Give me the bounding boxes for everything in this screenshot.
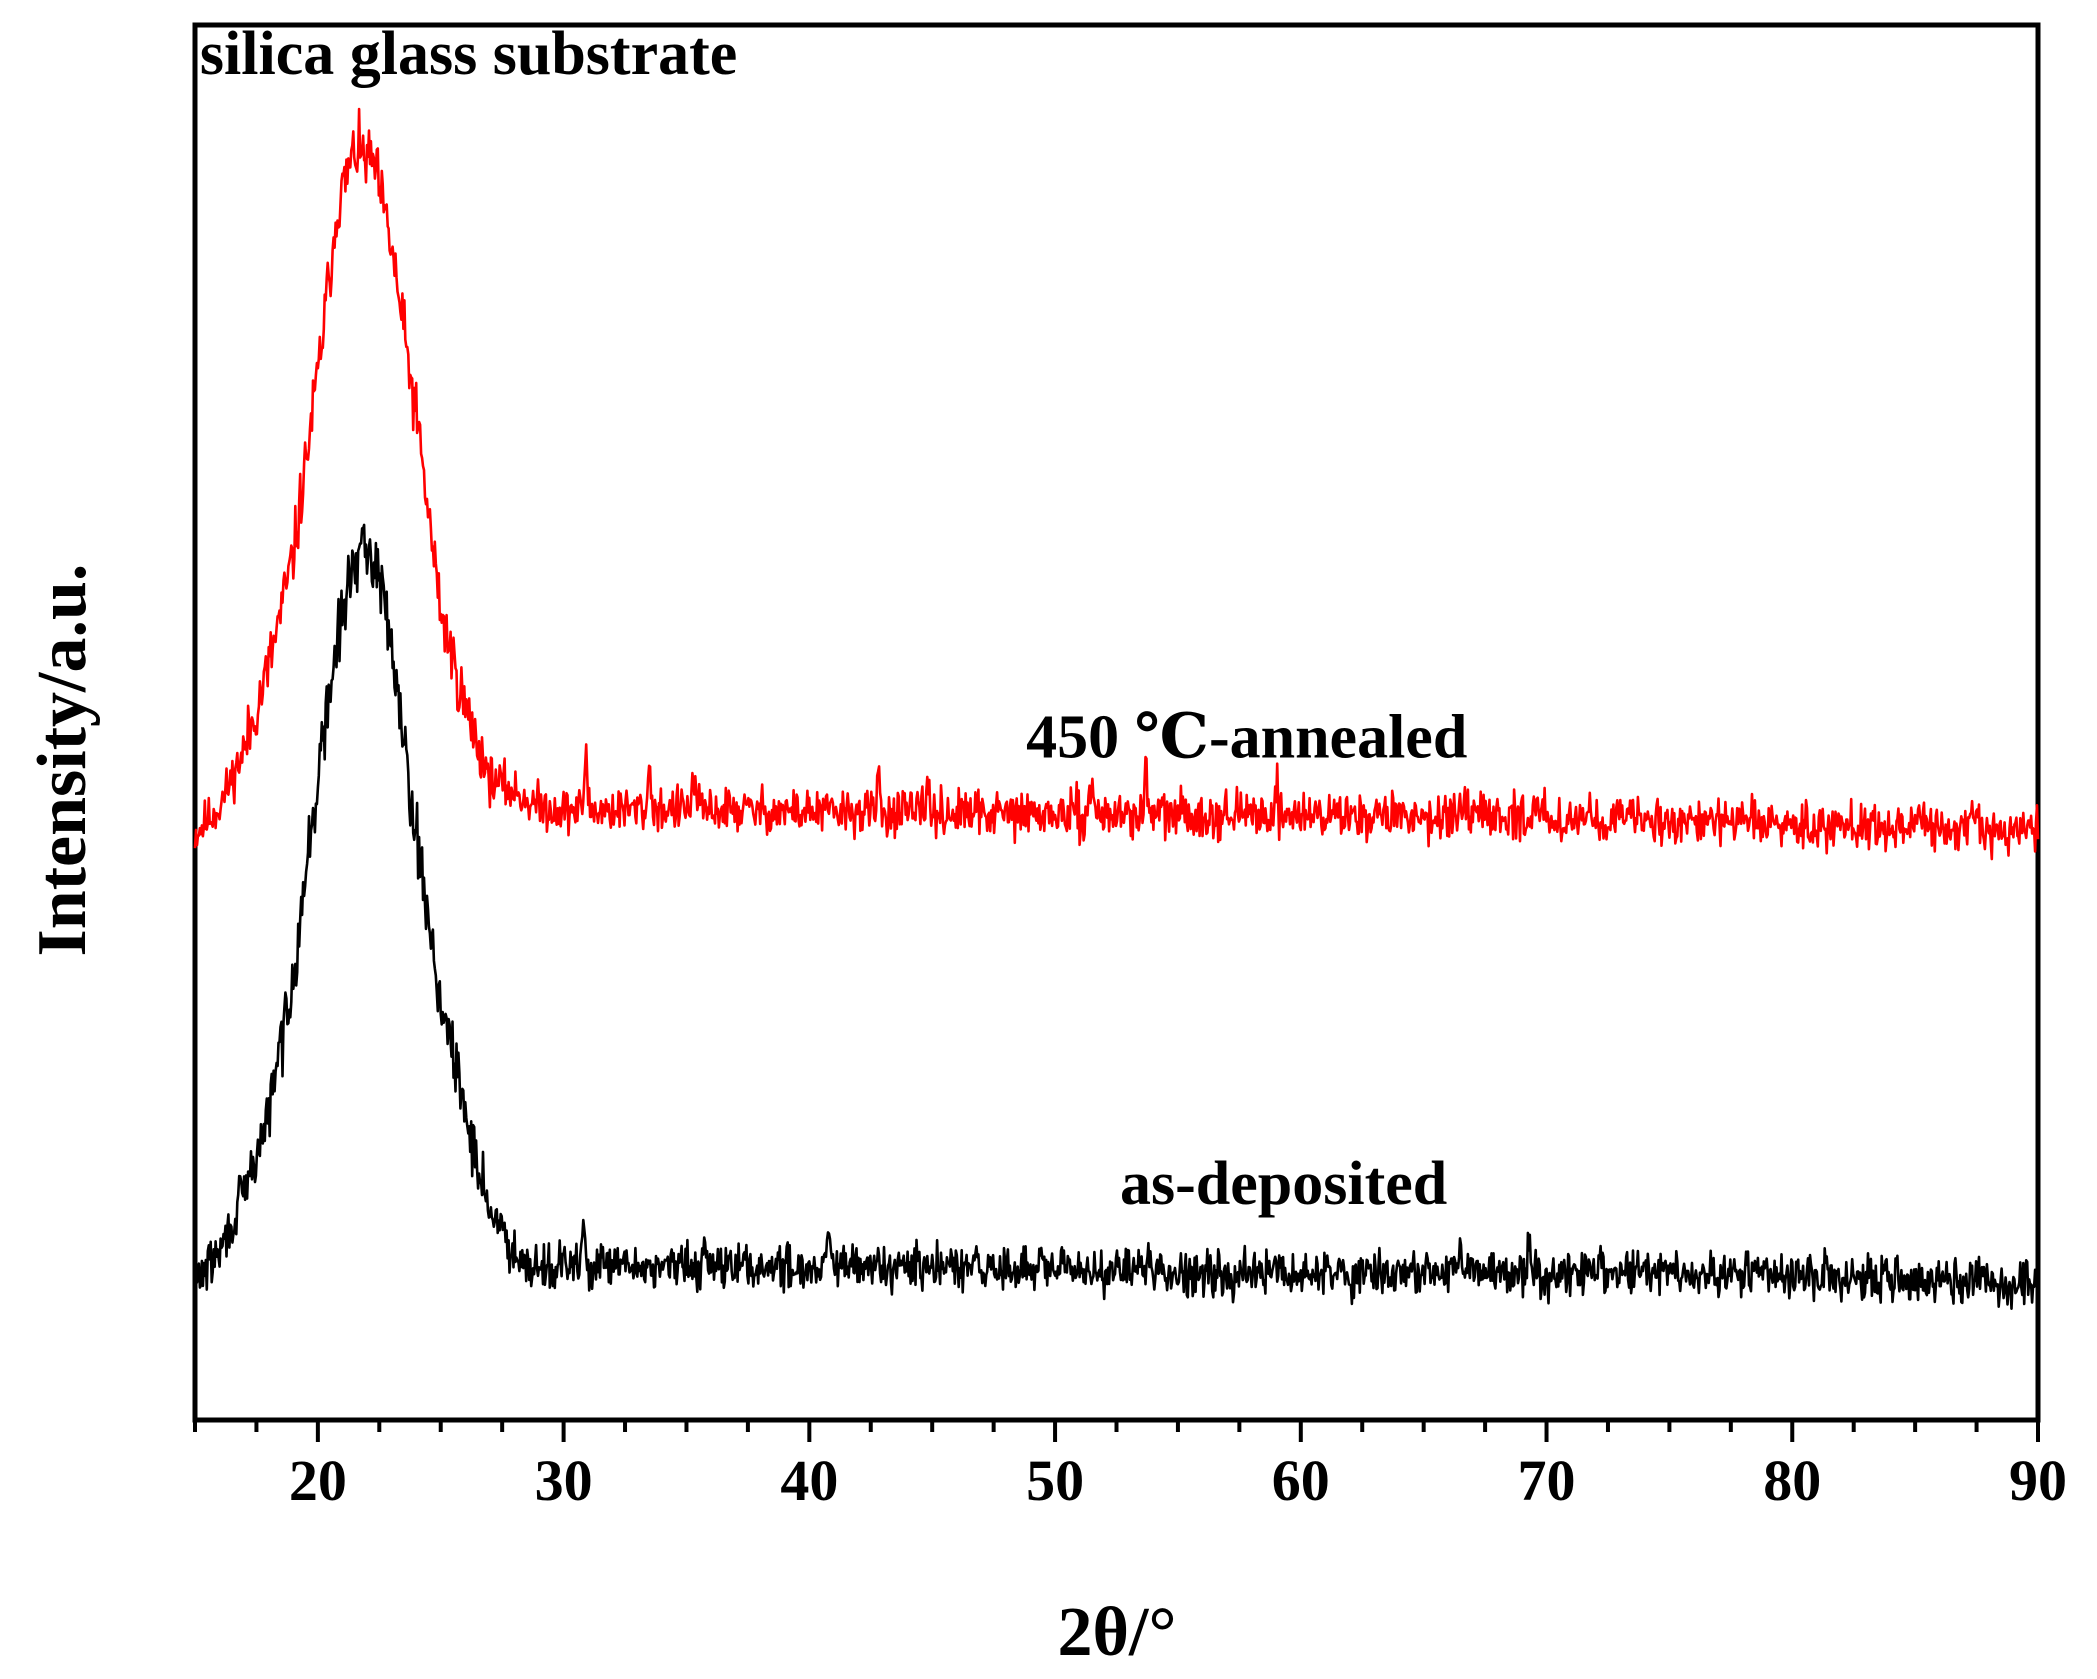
x-tick-label: 90 xyxy=(2009,1448,2067,1513)
annotation-label: 450 ℃-annealed xyxy=(1026,703,1467,771)
x-axis-tick-labels: 20 30 40 50 60 70 80 90 xyxy=(289,1448,2067,1513)
x-tick-label: 50 xyxy=(1026,1448,1084,1513)
x-tick-label: 80 xyxy=(1763,1448,1821,1513)
x-tick-label: 20 xyxy=(289,1448,347,1513)
x-tick-label: 70 xyxy=(1518,1448,1576,1513)
series-line-annealed xyxy=(193,107,2040,861)
annotation-label: silica glass substrate xyxy=(200,20,737,88)
series-layer xyxy=(193,107,2040,1310)
x-tick-label: 60 xyxy=(1272,1448,1330,1513)
annotations: silica glass substrate 450 ℃-annealed as-d… xyxy=(200,20,1467,1218)
x-tick-label: 30 xyxy=(535,1448,593,1513)
x-axis-label: 2θ/° xyxy=(1058,1594,1177,1671)
annotation-label: as-deposited xyxy=(1120,1150,1447,1218)
x-axis-ticks xyxy=(193,1420,2040,1442)
y-axis-label: Intensity/a.u. xyxy=(24,564,101,957)
x-tick-label: 40 xyxy=(780,1448,838,1513)
series-line-as-deposited xyxy=(194,523,2040,1310)
